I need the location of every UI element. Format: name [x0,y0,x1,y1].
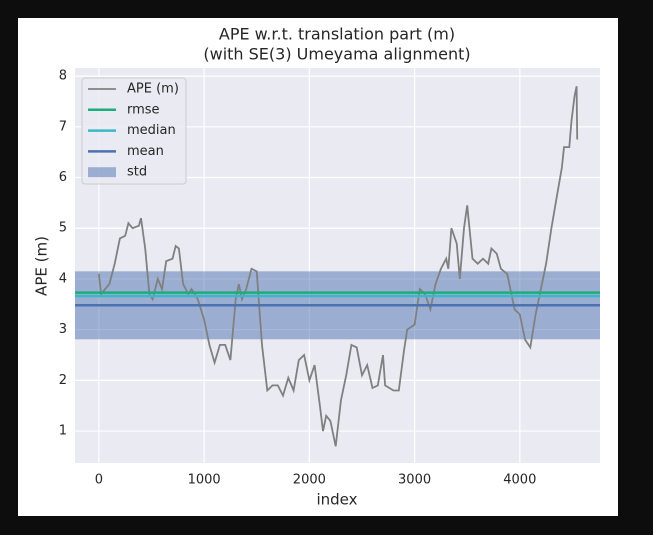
y-tick-label: 1 [59,424,67,439]
x-tick-label: 4000 [503,473,536,488]
legend-box [81,77,187,185]
y-tick-label: 5 [59,221,67,236]
x-tick-label: 2000 [293,473,326,488]
y-tick-label: 2 [59,373,67,388]
y-tick-label: 7 [59,119,67,134]
x-tick-label: 3000 [398,473,431,488]
x-axis-label: index [316,491,357,509]
y-tick-label: 3 [59,322,67,337]
y-tick-label: 8 [59,69,67,84]
legend-swatch [88,167,116,178]
y-tick-label: 4 [59,271,67,286]
legend-label: mean [127,144,164,159]
chart-subtitle: (with SE(3) Umeyama alignment) [203,45,470,64]
chart-title: APE w.r.t. translation part (m) [219,25,455,44]
series-line [98,86,579,447]
x-tick-label: 0 [95,473,103,488]
legend-label: std [127,165,147,180]
legend-label: rmse [127,102,160,117]
y-axis-label: APE (m) [33,236,51,296]
y-tick-label: 6 [59,170,67,185]
legend-label: APE (m) [127,82,179,97]
x-tick-label: 1000 [188,473,221,488]
legend-label: median [127,123,176,138]
